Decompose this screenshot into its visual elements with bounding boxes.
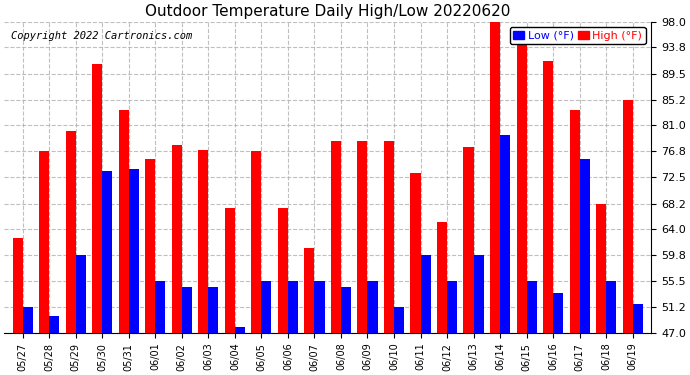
Bar: [606, 281, 616, 333]
Bar: [39, 151, 49, 333]
Bar: [357, 141, 368, 333]
Bar: [447, 281, 457, 333]
Bar: [553, 293, 563, 333]
Bar: [76, 255, 86, 333]
Bar: [235, 327, 245, 333]
Bar: [490, 22, 500, 333]
Bar: [622, 100, 633, 333]
Bar: [473, 255, 484, 333]
Bar: [464, 147, 473, 333]
Bar: [526, 281, 537, 333]
Bar: [251, 151, 262, 333]
Bar: [596, 204, 606, 333]
Bar: [315, 281, 324, 333]
Bar: [341, 287, 351, 333]
Bar: [12, 238, 23, 333]
Text: Copyright 2022 Cartronics.com: Copyright 2022 Cartronics.com: [10, 31, 192, 41]
Bar: [208, 287, 219, 333]
Bar: [420, 255, 431, 333]
Bar: [288, 281, 298, 333]
Bar: [437, 222, 447, 333]
Bar: [368, 281, 377, 333]
Bar: [411, 173, 420, 333]
Bar: [394, 308, 404, 333]
Bar: [119, 110, 129, 333]
Bar: [500, 135, 510, 333]
Bar: [569, 110, 580, 333]
Bar: [102, 171, 112, 333]
Legend: Low (°F), High (°F): Low (°F), High (°F): [510, 27, 646, 44]
Bar: [580, 159, 590, 333]
Bar: [517, 40, 526, 333]
Bar: [49, 316, 59, 333]
Bar: [182, 287, 192, 333]
Bar: [146, 159, 155, 333]
Bar: [225, 208, 235, 333]
Bar: [633, 304, 643, 333]
Bar: [129, 170, 139, 333]
Bar: [384, 141, 394, 333]
Bar: [198, 150, 208, 333]
Bar: [278, 208, 288, 333]
Title: Outdoor Temperature Daily High/Low 20220620: Outdoor Temperature Daily High/Low 20220…: [145, 4, 511, 19]
Bar: [155, 281, 166, 333]
Bar: [172, 145, 182, 333]
Bar: [304, 248, 315, 333]
Bar: [23, 308, 33, 333]
Bar: [262, 281, 271, 333]
Bar: [66, 131, 76, 333]
Bar: [543, 62, 553, 333]
Bar: [92, 64, 102, 333]
Bar: [331, 141, 341, 333]
